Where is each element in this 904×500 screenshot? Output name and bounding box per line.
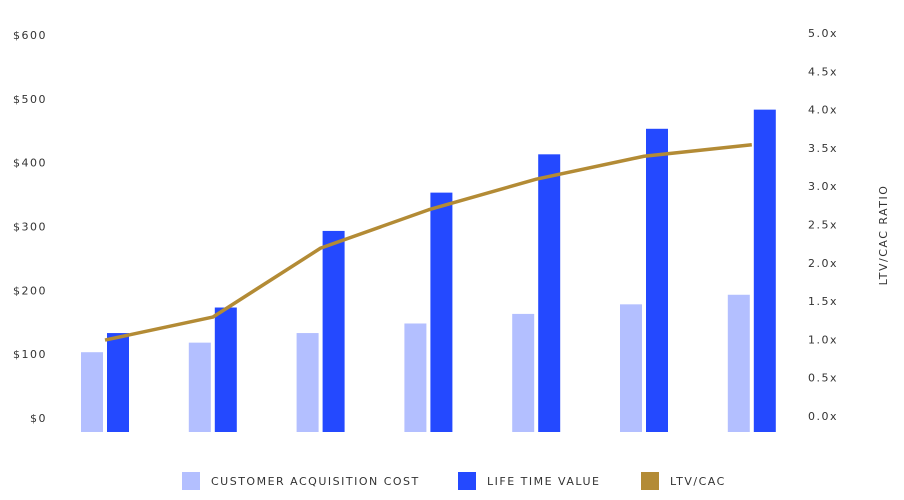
y-tick-label: $600 — [13, 29, 47, 42]
y-tick-label: $0 — [30, 412, 47, 425]
y2-axis-label: LTV/CAC RATIO — [877, 185, 890, 286]
y2-tick-label: 4.5x — [808, 65, 838, 78]
y2-tick-label: 2.5x — [808, 219, 838, 232]
y-tick-label: $500 — [13, 93, 47, 106]
y2-tick-label: 2.0x — [808, 257, 838, 270]
bar — [322, 230, 345, 432]
bar — [188, 342, 211, 432]
bar — [538, 154, 561, 432]
bar — [430, 192, 453, 432]
bar — [512, 313, 535, 432]
y2-tick-label: 5.0x — [808, 27, 838, 40]
bar — [107, 333, 129, 432]
legend-label: CUSTOMER ACQUISITION COST — [211, 475, 420, 488]
y-tick-label: $100 — [13, 348, 47, 361]
y2-tick-label: 3.5x — [808, 142, 838, 155]
y2-tick-label: 1.5x — [808, 295, 838, 308]
legend-swatch — [458, 472, 476, 490]
bar — [214, 307, 237, 432]
y-tick-label: $400 — [13, 157, 47, 170]
bar — [620, 304, 642, 432]
y-tick-label: $200 — [13, 284, 47, 297]
legend-label: LIFE TIME VALUE — [487, 475, 600, 488]
legend-swatch — [182, 472, 200, 490]
y2-tick-label: 0.5x — [808, 372, 838, 385]
y2-tick-label: 0.0x — [808, 410, 838, 423]
y2-tick-label: 3.0x — [808, 180, 838, 193]
line — [104, 143, 752, 342]
y-tick-label: $300 — [13, 221, 47, 234]
bar — [81, 352, 103, 432]
y2-tick-label: 1.0x — [808, 333, 838, 346]
bar — [296, 333, 319, 432]
bar — [753, 109, 776, 433]
bar — [646, 128, 668, 432]
legend-swatch — [641, 472, 659, 490]
bar — [404, 323, 427, 432]
bar — [727, 294, 750, 432]
y2-tick-label: 4.0x — [808, 104, 838, 117]
legend-label: LTV/CAC — [670, 475, 726, 488]
